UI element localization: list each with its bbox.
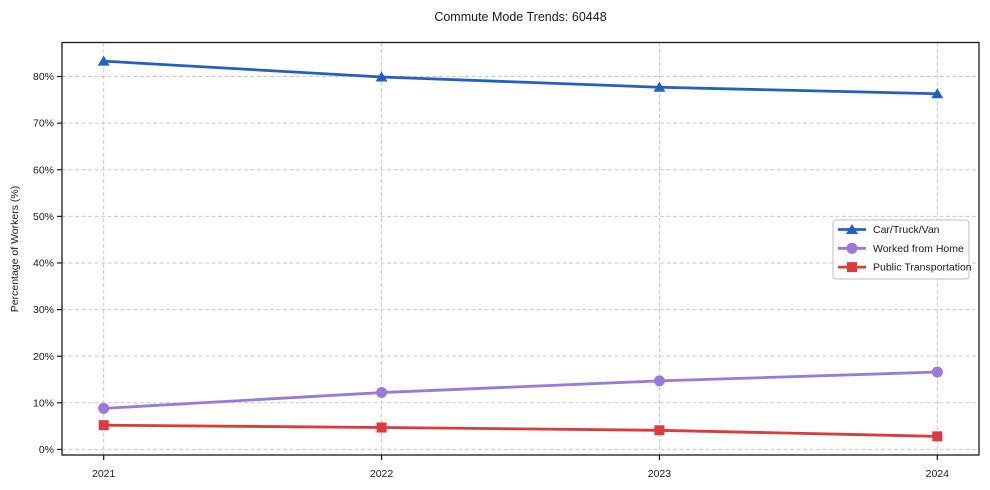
data-point-marker	[376, 387, 388, 399]
x-tick-label: 2021	[92, 468, 116, 480]
series-line-worked-from-home	[102, 370, 939, 410]
chart-title: Commute Mode Trends: 60448	[434, 10, 607, 24]
data-point-marker	[376, 422, 387, 433]
data-point-marker	[375, 71, 388, 82]
y-tick-label: 10%	[33, 397, 54, 409]
data-point-marker	[931, 88, 944, 99]
data-point-marker	[931, 366, 943, 378]
data-point-marker	[653, 81, 666, 92]
legend-item-label: Worked from Home	[873, 243, 964, 255]
data-point-marker	[654, 425, 665, 436]
plot-border	[61, 41, 980, 456]
series-line-public-transportation	[102, 423, 939, 438]
legend-item-label: Car/Truck/Van	[873, 224, 940, 236]
data-point-marker	[932, 431, 943, 442]
series-line-car-truck-van	[102, 59, 939, 96]
y-tick-label: 60%	[33, 164, 54, 176]
y-tick-label: 70%	[33, 118, 54, 130]
data-point-marker	[653, 375, 665, 387]
x-tick-label: 2024	[926, 468, 950, 480]
y-tick-label: 80%	[33, 71, 54, 83]
data-point-marker	[98, 402, 110, 414]
y-tick-label: 50%	[33, 211, 54, 223]
y-tick-label: 0%	[39, 444, 54, 456]
data-point-marker	[98, 420, 109, 431]
legend-box	[832, 219, 970, 280]
x-tick-label: 2022	[370, 468, 394, 480]
y-tick-label: 40%	[33, 258, 54, 270]
legend-marker-circle	[846, 242, 858, 254]
legend-marker-triangle	[846, 224, 858, 234]
y-tick-label: 30%	[33, 304, 54, 316]
y-tick-label: 20%	[33, 351, 54, 363]
legend-marker-square	[847, 262, 857, 273]
data-point-marker	[97, 55, 110, 66]
x-tick-label: 2023	[648, 468, 672, 480]
legend-item-label: Public Transportation	[873, 262, 972, 274]
